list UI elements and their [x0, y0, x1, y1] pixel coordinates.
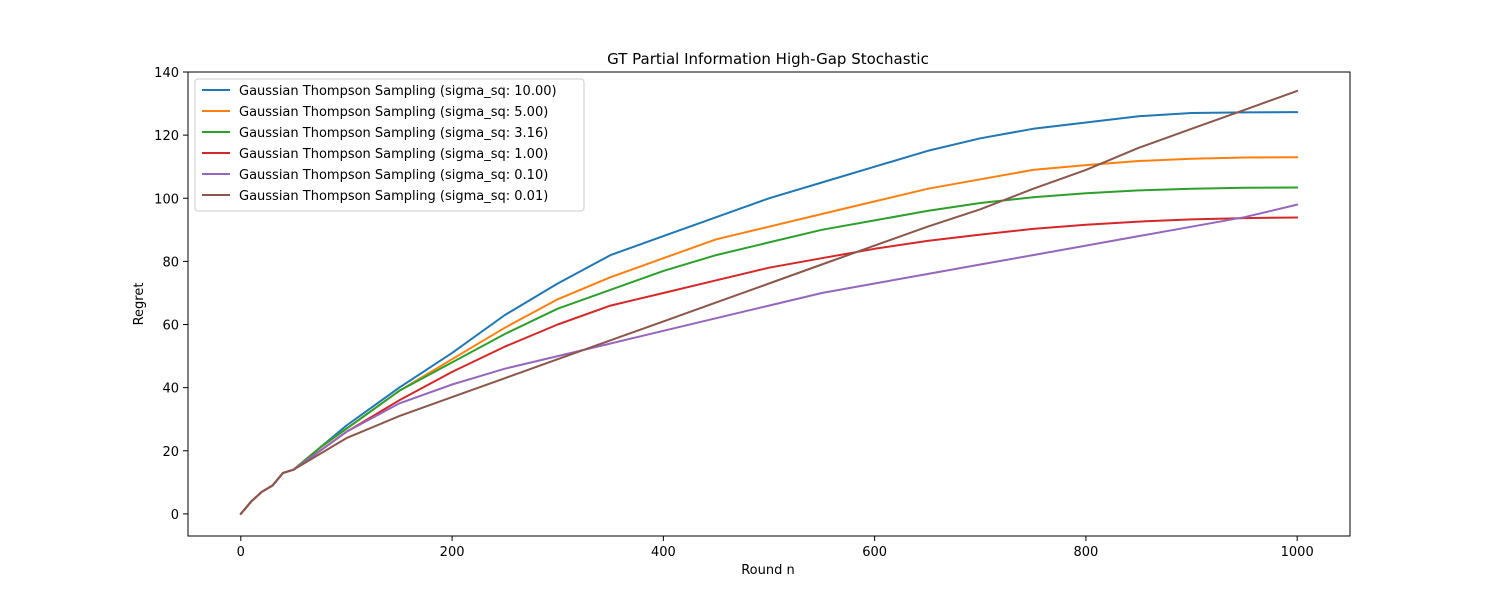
- legend: Gaussian Thompson Sampling (sigma_sq: 10…: [194, 78, 585, 212]
- y-tick-label: 80: [162, 255, 179, 270]
- legend-label-5: Gaussian Thompson Sampling (sigma_sq: 0.…: [239, 189, 548, 204]
- series-line-4: [239, 203, 1299, 515]
- x-tick-label: 600: [862, 545, 887, 560]
- series-layer: [239, 89, 1299, 515]
- y-axis-label: Regret: [132, 283, 147, 326]
- x-axis: 0 200 400 600 800 1000: [237, 536, 1314, 560]
- x-tick-label: 0: [237, 545, 245, 560]
- series-line-3: [239, 216, 1299, 515]
- legend-label-2: Gaussian Thompson Sampling (sigma_sq: 3.…: [239, 126, 548, 141]
- y-tick-label: 140: [154, 66, 179, 81]
- y-tick-label: 20: [162, 445, 179, 460]
- chart-title: GT Partial Information High-Gap Stochast…: [607, 50, 929, 68]
- plot-area-frame: [187, 71, 1351, 537]
- series-line-5: [239, 89, 1299, 515]
- y-tick-label: 100: [154, 192, 179, 207]
- legend-label-4: Gaussian Thompson Sampling (sigma_sq: 0.…: [239, 168, 548, 183]
- x-tick-label: 400: [651, 545, 676, 560]
- legend-label-1: Gaussian Thompson Sampling (sigma_sq: 5.…: [239, 105, 548, 120]
- y-tick-label: 60: [162, 319, 179, 334]
- y-tick-label: 40: [162, 382, 179, 397]
- x-tick-label: 200: [440, 545, 465, 560]
- x-tick-label: 1000: [1281, 545, 1314, 560]
- x-tick-label: 800: [1073, 545, 1098, 560]
- y-tick-label: 120: [154, 129, 179, 144]
- y-axis: 0 20 40 60 80 100 120 140: [154, 66, 188, 523]
- legend-box: [194, 78, 585, 212]
- legend-label-0: Gaussian Thompson Sampling (sigma_sq: 10…: [239, 84, 557, 99]
- legend-label-3: Gaussian Thompson Sampling (sigma_sq: 1.…: [239, 147, 548, 162]
- y-tick-label: 0: [171, 508, 179, 523]
- x-axis-label: Round n: [741, 563, 795, 578]
